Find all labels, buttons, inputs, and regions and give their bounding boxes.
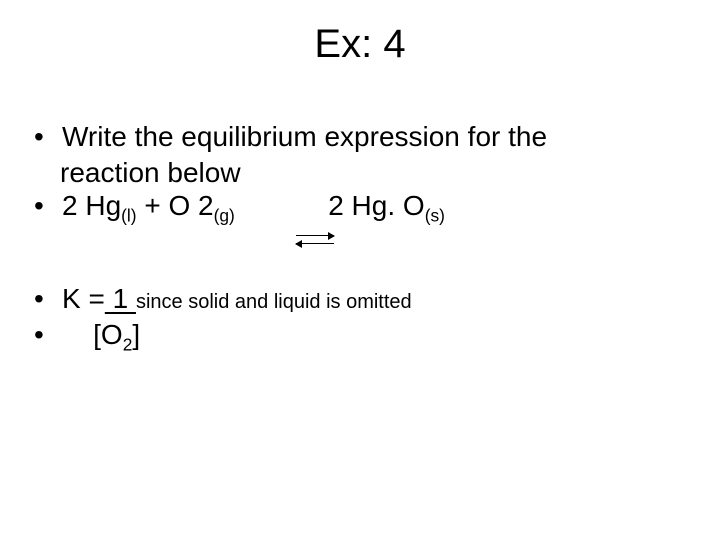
reaction-sub-g: (g) [214, 206, 235, 226]
k-prefix: K = [62, 283, 105, 314]
intro-line1: Write the equilibrium expression for the [62, 121, 547, 152]
denom-sub: 2 [123, 335, 133, 355]
bullet-intro: • Write the equilibrium expression for t… [32, 120, 688, 154]
bullet-dot: • [32, 120, 62, 154]
intro-line2: reaction below [60, 157, 241, 188]
bullet-dot: • [32, 189, 62, 223]
reaction-lhs-1: 2 Hg [62, 190, 121, 221]
slide: Ex: 4 • Write the equilibrium expression… [0, 0, 720, 540]
equilibrium-arrow-icon [290, 231, 340, 251]
reaction-rhs: 2 Hg. O [328, 190, 424, 221]
reaction-sub-s: (s) [425, 206, 445, 226]
reaction-plus: + O 2 [137, 190, 214, 221]
bullet-reaction: • 2 Hg(l) + O 2(g) 2 Hg. O(s) [32, 189, 688, 256]
denom-post: ] [132, 319, 140, 350]
reaction-sub-l: (l) [121, 206, 136, 226]
denom-pre: [O [62, 319, 123, 350]
slide-title: Ex: 4 [0, 22, 720, 67]
bullet-k: • K = 1 since solid and liquid is omitte… [32, 282, 688, 316]
bullet-dot: • [32, 318, 62, 352]
bullet-dot: • [32, 282, 62, 316]
slide-body: • Write the equilibrium expression for t… [32, 120, 688, 354]
k-note: since solid and liquid is omitted [136, 291, 412, 313]
bullet-denom: • [O2] [32, 318, 688, 352]
k-numerator: 1 [105, 283, 136, 314]
